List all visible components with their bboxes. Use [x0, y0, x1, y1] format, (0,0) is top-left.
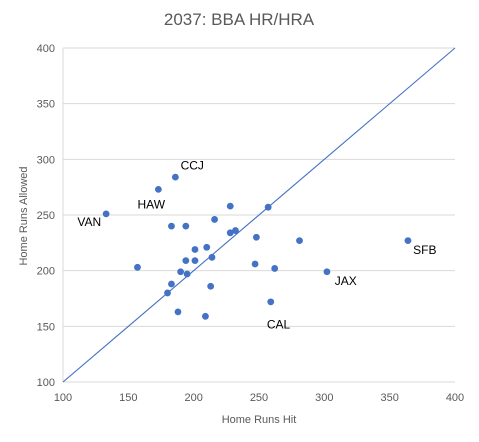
data-point — [202, 312, 209, 320]
data-point — [211, 216, 218, 223]
data-point — [164, 289, 171, 297]
data-point — [191, 257, 199, 265]
reference-line — [62, 47, 456, 383]
x-tick-label: 350 — [380, 392, 398, 404]
data-point — [102, 210, 110, 218]
point-annotation-van: VAN — [77, 215, 101, 229]
axes: 100 150 200 250 300 350 400 100 150 200 250 300 350 4… — [37, 43, 465, 404]
x-tick-label: 200 — [184, 392, 202, 404]
data-point — [207, 282, 215, 290]
data-point — [226, 229, 234, 237]
x-tick-label: 150 — [119, 392, 137, 404]
data-point — [264, 203, 272, 211]
y-tick-label: 200 — [37, 266, 55, 278]
x-tick-label: 100 — [54, 392, 72, 404]
data-point — [168, 222, 175, 230]
y-tick-label: 250 — [37, 210, 55, 222]
point-annotation-haw: HAW — [137, 197, 165, 211]
data-point — [182, 257, 190, 265]
y-tick-label: 300 — [37, 154, 55, 166]
data-point — [191, 246, 199, 253]
data-point — [267, 298, 275, 306]
y-tick-label: 400 — [37, 43, 55, 55]
y-tick-label: 350 — [37, 99, 55, 111]
data-point — [171, 173, 179, 181]
data-point — [271, 265, 279, 272]
data-point — [323, 268, 331, 276]
x-tick-label: 400 — [446, 392, 464, 404]
data-point — [208, 253, 216, 261]
x-tick-label: 250 — [250, 392, 268, 404]
point-annotation-ccj: CCJ — [181, 158, 204, 172]
data-point — [134, 263, 141, 271]
data-point — [404, 237, 412, 245]
y-tick-label: 100 — [37, 377, 55, 389]
x-axis-label: Home Runs Hit — [222, 414, 297, 426]
x-tick-label: 300 — [315, 392, 333, 404]
data-point — [183, 270, 191, 278]
annotations: CCJ HAW VAN SFB JAX CAL — [77, 158, 436, 331]
data-point — [182, 222, 190, 230]
data-point — [168, 280, 175, 288]
data-point — [232, 227, 239, 234]
data-point — [174, 308, 182, 316]
y-axis-label: Home Runs Allowed — [18, 166, 30, 265]
data-point — [177, 268, 185, 276]
point-annotation-cal: CAL — [267, 318, 291, 332]
data-points — [102, 173, 412, 320]
point-annotation-jax: JAX — [335, 274, 357, 288]
y-tick-label: 150 — [37, 321, 55, 333]
data-point — [252, 233, 260, 241]
point-annotation-sfb: SFB — [413, 243, 436, 257]
data-point — [226, 202, 234, 210]
data-point — [154, 185, 162, 193]
data-point — [296, 237, 303, 245]
reference-line-group — [62, 47, 456, 383]
data-point — [251, 260, 259, 268]
data-point — [203, 243, 211, 251]
chart-title: 2037: BBA HR/HRA — [164, 10, 315, 29]
